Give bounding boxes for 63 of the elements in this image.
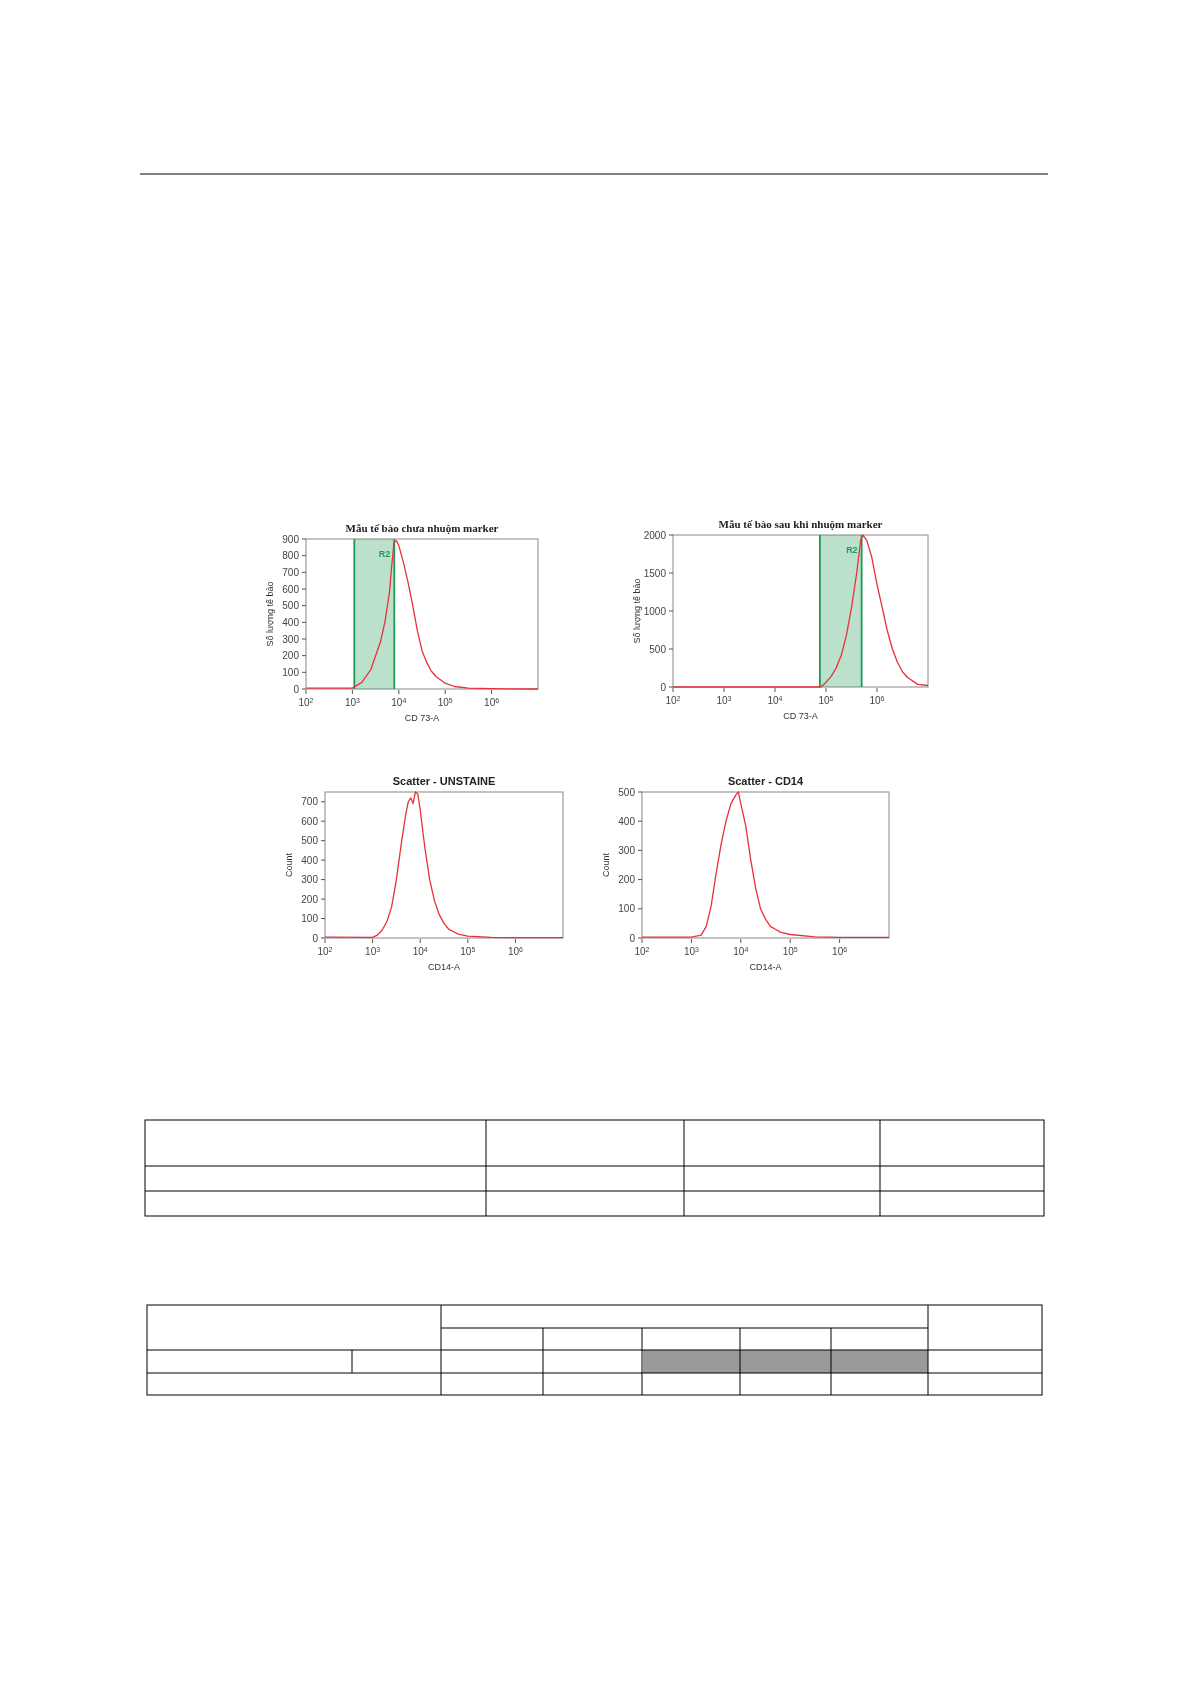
y-tick-label: 100 — [301, 913, 319, 925]
y-tick-label: 300 — [618, 844, 636, 856]
y-tick-label: 0 — [312, 932, 319, 944]
x-tick-label: 10$^{2}$ — [317, 945, 333, 957]
y-tick-label: 800 — [282, 550, 300, 562]
x-tick-label: 10$^{5}$ — [818, 694, 834, 706]
y-tick-label: 300 — [301, 874, 319, 886]
x-tick-label: 10$^{4}$ — [391, 696, 407, 708]
x-axis-title: CD 73-A — [404, 713, 440, 723]
chart-title: Scatter - UNSTAINE — [392, 775, 496, 787]
y-tick-label: 2000 — [643, 529, 667, 541]
y-tick-label: 300 — [282, 633, 300, 645]
y-tick-label: 200 — [301, 893, 319, 905]
x-tick-label: 10$^{3}$ — [365, 945, 381, 957]
x-tick-label: 10$^{6}$ — [507, 945, 524, 957]
x-tick-label: 10$^{5}$ — [460, 945, 476, 957]
y-tick-label: 100 — [282, 666, 300, 678]
x-tick-label: 10$^{4}$ — [733, 945, 749, 957]
y-tick-label: 200 — [618, 874, 636, 886]
y-tick-label: 700 — [301, 796, 319, 808]
x-tick-label: 10$^{3}$ — [683, 945, 700, 957]
chart-title: Scatter - CD14 — [727, 775, 804, 787]
x-tick-label: 10$^{6}$ — [832, 945, 848, 957]
chart-title: Mẫu tế bào chưa nhuộm marker — [345, 522, 499, 534]
y-tick-label: 500 — [301, 835, 319, 847]
band-label: R2 — [846, 545, 858, 555]
x-tick-label: 10$^{4}$ — [412, 945, 428, 957]
y-tick-label: 200 — [282, 650, 300, 662]
y-tick-label: 500 — [282, 600, 300, 612]
x-tick-label: 10$^{3}$ — [344, 696, 361, 708]
x-tick-label: 10$^{6}$ — [484, 696, 500, 708]
x-tick-label: 10$^{5}$ — [437, 696, 453, 708]
y-tick-label: 1000 — [643, 605, 667, 617]
y-tick-label: 700 — [282, 566, 300, 578]
y-axis-title: Count — [601, 852, 611, 878]
chart-title: Mẫu tế bào sau khi nhuộm marker — [718, 518, 883, 530]
x-axis-title: CD 73-A — [783, 711, 818, 721]
x-tick-label: 10$^{2}$ — [665, 694, 681, 706]
y-axis-title: Số lượng tế bào — [632, 578, 642, 644]
x-axis-title: CD14-A — [427, 962, 461, 972]
y-tick-label: 400 — [282, 616, 300, 628]
y-tick-label: 1500 — [643, 567, 667, 579]
x-tick-label: 10$^{6}$ — [869, 694, 885, 706]
y-tick-label: 400 — [618, 815, 636, 827]
x-axis-title: CD14-A — [749, 962, 782, 972]
y-axis-title: Count — [284, 852, 294, 878]
y-axis-title: Số lượng tế bào — [265, 581, 275, 647]
y-tick-label: 0 — [660, 681, 667, 693]
x-tick-label: 10$^{4}$ — [767, 694, 783, 706]
y-tick-label: 500 — [649, 643, 667, 655]
y-tick-label: 500 — [618, 786, 636, 798]
y-tick-label: 0 — [293, 683, 300, 695]
x-tick-label: 10$^{3}$ — [716, 694, 732, 706]
x-tick-label: 10$^{2}$ — [298, 696, 314, 708]
y-tick-label: 600 — [282, 583, 300, 595]
y-tick-label: 0 — [629, 932, 636, 944]
y-tick-label: 600 — [301, 815, 319, 827]
x-tick-label: 10$^{5}$ — [782, 945, 798, 957]
y-tick-label: 900 — [282, 533, 300, 545]
x-tick-label: 10$^{2}$ — [634, 945, 650, 957]
y-tick-label: 100 — [618, 903, 636, 915]
y-tick-label: 400 — [301, 854, 319, 866]
band-label: R2 — [378, 549, 391, 559]
